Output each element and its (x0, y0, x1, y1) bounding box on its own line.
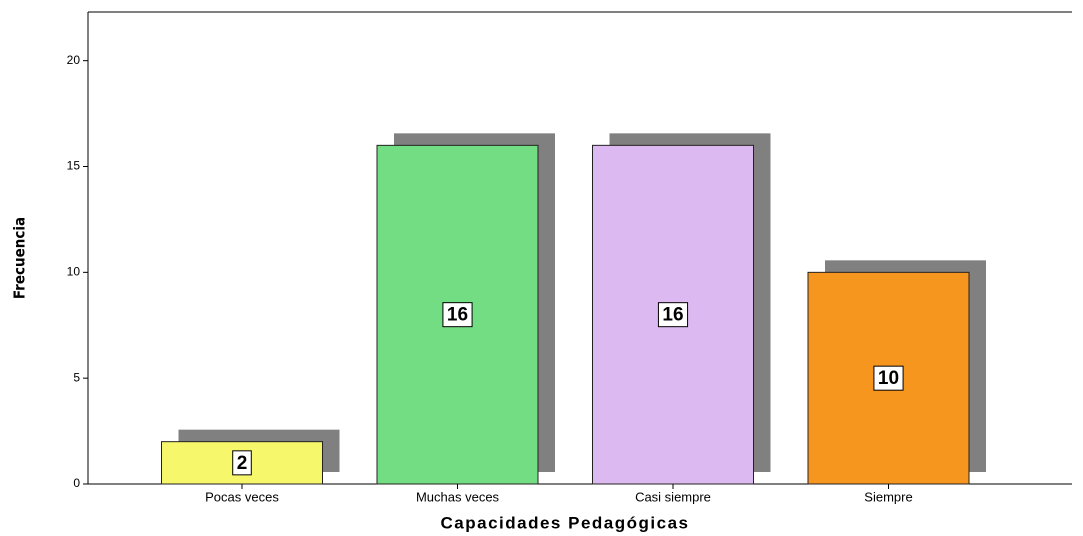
value-label: 10 (878, 368, 899, 389)
x-tick-label: Pocas veces (205, 489, 279, 504)
value-label-box (232, 450, 252, 476)
x-tick-label: Muchas veces (416, 489, 500, 504)
value-label-box (442, 302, 473, 328)
value-label: 2 (237, 453, 248, 474)
y-tick-label: 0 (73, 476, 80, 490)
y-axis-title: Frecuencia (11, 217, 29, 299)
y-tick-label: 15 (67, 159, 81, 173)
x-axis-title: Capacidades Pedagógicas (441, 513, 690, 532)
y-tick-label: 10 (67, 265, 81, 279)
y-tick-label: 5 (73, 370, 80, 384)
value-label-box (657, 302, 689, 328)
value-label: 16 (662, 305, 683, 326)
y-tick-label: 20 (67, 53, 81, 67)
x-tick-label: Siempre (864, 489, 912, 504)
x-tick-label: Casi siempre (635, 489, 711, 504)
value-label: 16 (447, 305, 468, 326)
value-label-box (873, 365, 904, 391)
